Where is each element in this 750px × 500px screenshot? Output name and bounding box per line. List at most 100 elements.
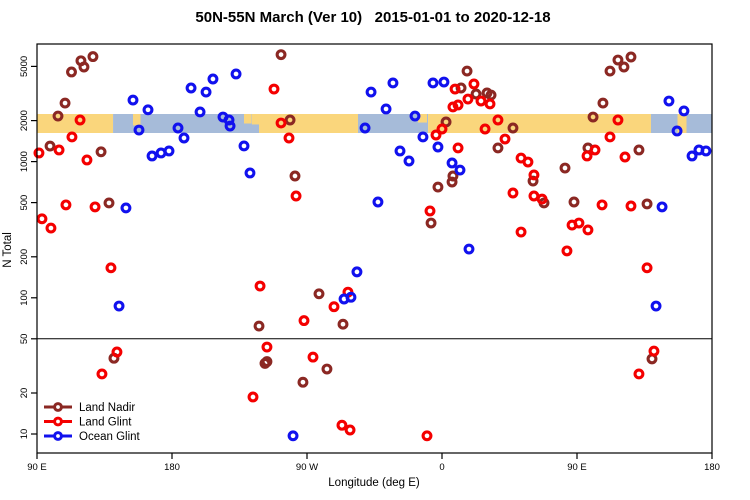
data-point — [53, 144, 65, 156]
data-point — [573, 217, 585, 229]
legend-label: Land Nadir — [79, 402, 135, 414]
data-point — [387, 77, 399, 89]
data-point — [66, 131, 78, 143]
data-point — [463, 243, 475, 255]
data-point — [462, 93, 474, 105]
data-point — [66, 66, 77, 78]
data-point — [470, 88, 482, 100]
data-point — [492, 114, 504, 126]
data-point — [447, 101, 459, 113]
data-point — [507, 187, 519, 199]
data-point — [436, 123, 448, 135]
data-point — [409, 110, 421, 122]
data-point — [561, 245, 573, 257]
data-point — [289, 170, 301, 182]
data-point — [45, 222, 57, 234]
data-point — [492, 142, 504, 154]
data-point — [105, 262, 117, 274]
data-point — [142, 104, 154, 116]
band-patch-land — [244, 114, 252, 124]
data-point — [648, 345, 660, 357]
data-point — [625, 51, 637, 63]
data-point — [454, 164, 466, 176]
data-point — [380, 103, 392, 115]
data-point — [261, 341, 273, 353]
data-point — [438, 76, 450, 88]
legend-label: Land Glint — [79, 417, 132, 429]
y-tick-label: 5000 — [19, 56, 30, 77]
band-segment-land — [37, 114, 114, 133]
y-tick-label: 10 — [19, 429, 30, 440]
data-point — [146, 150, 158, 162]
data-point — [449, 83, 461, 95]
data-point — [432, 181, 444, 193]
data-point — [641, 262, 653, 274]
data-point — [81, 154, 93, 166]
data-point — [612, 54, 624, 66]
data-point — [287, 430, 299, 442]
data-point — [484, 98, 496, 110]
data-point — [641, 198, 653, 210]
data-point — [133, 124, 145, 136]
data-point — [455, 82, 467, 94]
data-point — [671, 125, 683, 137]
data-point — [604, 131, 616, 143]
data-point — [452, 142, 464, 154]
data-point — [36, 213, 48, 225]
data-point — [612, 114, 624, 126]
legend-marker — [53, 402, 63, 412]
y-tick-label: 500 — [19, 195, 30, 211]
data-point — [582, 224, 594, 236]
data-point — [253, 320, 265, 332]
data-point — [313, 288, 325, 300]
data-point — [421, 430, 433, 442]
data-point — [103, 197, 115, 209]
data-point — [178, 132, 190, 144]
data-point — [650, 300, 662, 312]
y-tick-label: 200 — [19, 249, 30, 265]
data-point — [200, 86, 212, 98]
band-segment-land — [251, 114, 358, 133]
data-point — [589, 144, 601, 156]
data-point — [678, 105, 690, 117]
data-point — [446, 176, 458, 188]
y-tick-label: 100 — [19, 290, 30, 306]
data-point — [163, 145, 175, 157]
data-point — [95, 146, 107, 158]
y-tick-label: 2000 — [19, 110, 30, 131]
data-point — [87, 51, 99, 63]
data-point — [344, 424, 356, 436]
chart-title: 50N-55N March (Ver 10) 2015-01-01 to 202… — [195, 9, 550, 26]
band-patch-land — [677, 114, 687, 133]
x-tick-label: 0 — [439, 462, 444, 473]
data-point — [113, 300, 125, 312]
data-point — [96, 368, 108, 380]
data-point — [224, 120, 236, 132]
band-patch-land — [418, 114, 427, 123]
data-point — [394, 145, 406, 157]
legend: Land Nadir Land Glint Ocean Glint — [44, 402, 141, 443]
data-point — [427, 77, 439, 89]
data-point — [244, 167, 256, 179]
data-point — [527, 175, 539, 187]
data-point — [507, 122, 519, 134]
data-point — [568, 196, 580, 208]
data-point — [452, 99, 464, 111]
data-point — [686, 150, 698, 162]
data-point — [417, 131, 429, 143]
data-point — [230, 68, 242, 80]
data-point — [425, 217, 437, 229]
data-point — [261, 356, 273, 368]
data-point — [446, 157, 458, 169]
band-segment-ocean — [113, 114, 252, 133]
data-point — [475, 95, 487, 107]
data-point — [515, 226, 527, 238]
data-point — [479, 123, 491, 135]
data-point — [298, 315, 310, 327]
data-point — [33, 147, 45, 159]
data-point — [633, 368, 645, 380]
data-point — [619, 151, 631, 163]
data-point — [297, 376, 309, 388]
y-axis-title: N Total — [2, 232, 14, 268]
